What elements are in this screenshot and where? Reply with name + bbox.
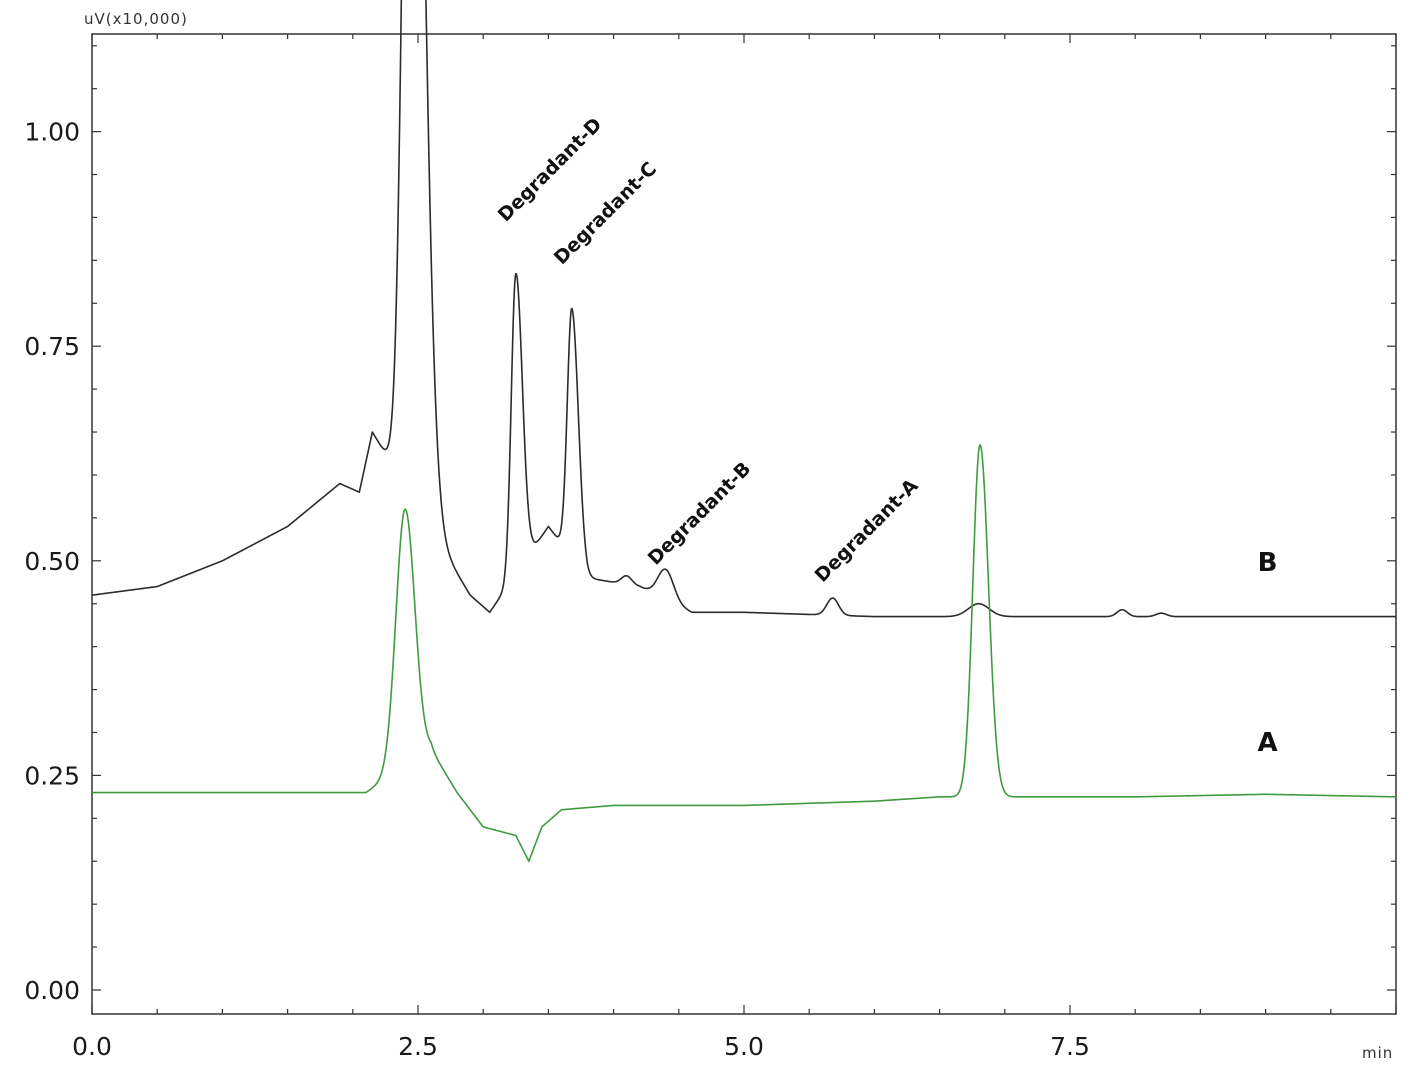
degradant-label: Degradant-D [494,114,607,227]
x-tick-label: 0.0 [72,1032,112,1061]
plot-frame [91,33,1397,1015]
y-tick-label: 0.75 [24,332,80,361]
x-tick-label: 2.5 [398,1032,438,1061]
degradant-label: Degradant-B [644,458,756,570]
trace-label-b: B [1258,548,1278,578]
y-tick-label: 1.00 [24,118,80,147]
degradant-label: Degradant-A [811,475,923,587]
x-tick-label: 5.0 [724,1032,764,1061]
traces [91,0,1397,863]
y-tick-label: 0.50 [24,547,80,576]
y-unit-label: uV(x10,000) [84,10,188,28]
trace-line-b [91,0,1397,618]
y-tick-label: 0.00 [24,976,80,1005]
degradant-label: Degradant-C [550,158,661,269]
axis-ticks: 0.02.55.07.50.000.250.500.751.001.251.50… [24,34,1397,1061]
x-tick-label: 7.5 [1050,1032,1090,1061]
x-unit-label: min [1362,1044,1393,1062]
trace-label-a: A [1258,728,1278,758]
y-tick-label: 0.25 [24,761,80,790]
trace-line-a [91,444,1397,863]
